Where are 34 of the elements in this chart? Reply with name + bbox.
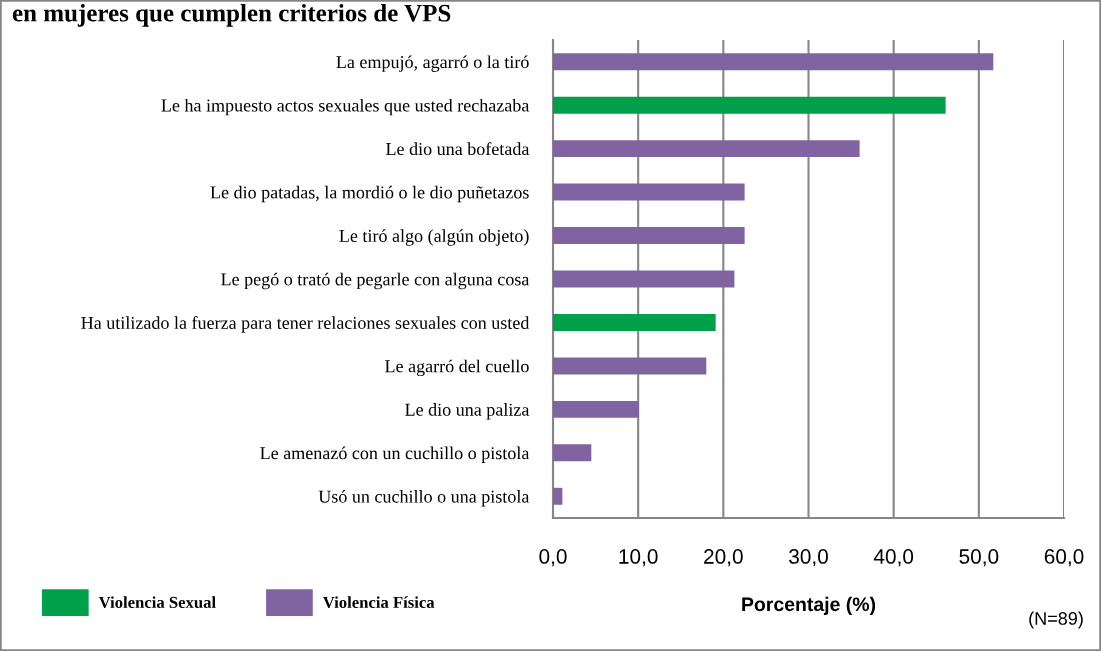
legend-label: Violencia Sexual [98, 596, 216, 609]
x-tick-label: 0,0 [539, 549, 567, 567]
y-tick-label: Ha utilizado la fuerza para tener relaciones sexuales con usted [81, 316, 530, 333]
bar [553, 313, 716, 331]
x-axis-title: Porcentaje (%) [742, 596, 876, 615]
y-tick-label: Le dio una paliza [405, 403, 530, 420]
bar [553, 487, 563, 505]
x-tick-label: 20,0 [704, 549, 743, 567]
y-tick-label: Le dio patadas, la mordió o le dio puñetazos [210, 185, 529, 203]
text: en mujeres que cumplen criterios de VPS [12, 4, 451, 27]
legend-label: Violencia Física [322, 596, 435, 609]
bar [553, 183, 745, 201]
bar [553, 270, 735, 288]
x-tick-label: 60,0 [1044, 549, 1084, 567]
bar [553, 444, 592, 462]
y-tick-label: Le agarró del cuello [385, 359, 529, 377]
x-tick-label: 10,0 [619, 549, 658, 567]
x-tick-label: 30,0 [789, 549, 828, 567]
bar [553, 53, 994, 71]
bar [553, 400, 640, 418]
bar [553, 96, 946, 114]
y-tick-label: Le pegó o trató de pegarle con alguna cosa [221, 272, 530, 290]
x-tick-label: 50,0 [959, 549, 999, 567]
bar [553, 357, 707, 375]
y-tick-label: La empujó, agarró o la tiró [336, 55, 529, 72]
text: (N=89) [1029, 611, 1083, 629]
x-tick-label: 40,0 [873, 549, 914, 567]
y-tick-label: Le dio una bofetada [386, 142, 530, 156]
y-tick-label: Le tiró algo (algún objeto) [339, 229, 529, 246]
bar [553, 227, 745, 245]
y-tick-label: Le amenazó con un cuchillo o pistola [260, 446, 530, 463]
y-tick-label: Le ha impuesto actos sexuales que usted rechazaba [161, 98, 530, 116]
bar [553, 140, 860, 158]
y-tick-label: Usó un cuchillo o una pistola [318, 490, 530, 507]
